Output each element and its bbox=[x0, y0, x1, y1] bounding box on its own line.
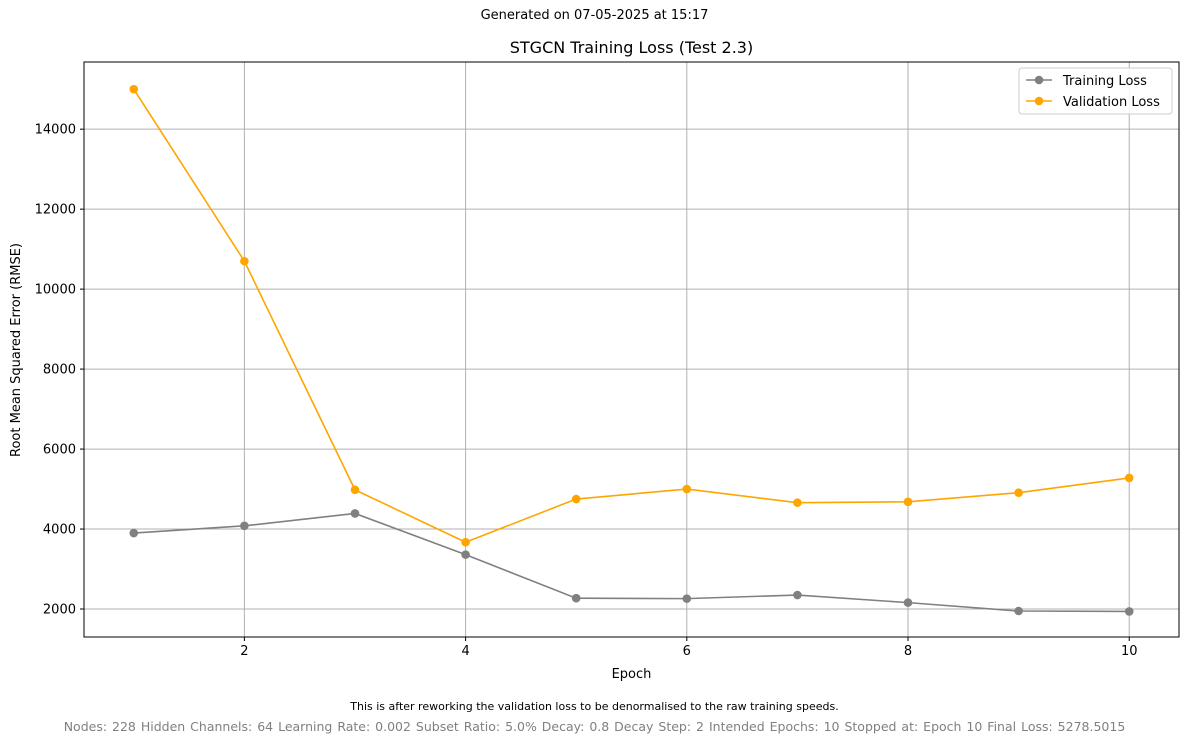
validation-loss-point bbox=[240, 256, 249, 266]
training-loss-point bbox=[682, 594, 692, 603]
training-loss-point bbox=[571, 593, 581, 603]
legend-training-loss-marker bbox=[1034, 75, 1044, 85]
legend: Training Loss Validation Loss bbox=[1018, 67, 1173, 115]
x-tick-label: 4 bbox=[461, 644, 469, 659]
training-loss-point bbox=[461, 550, 470, 559]
x-tick-label: 10 bbox=[1121, 644, 1138, 659]
validation-loss-line bbox=[133, 88, 1130, 544]
y-tick-label: 2000 bbox=[43, 603, 76, 618]
validation-loss-point bbox=[129, 84, 139, 94]
validation-loss-point bbox=[903, 497, 913, 507]
run-parameters: Nodes: 228 Hidden Channels: 64 Learning … bbox=[63, 719, 1126, 734]
training-loss-point bbox=[350, 509, 360, 518]
y-tick-label: 8000 bbox=[43, 363, 76, 378]
y-tick-label: 4000 bbox=[43, 523, 76, 538]
validation-loss-point bbox=[571, 494, 581, 504]
validation-loss-point bbox=[793, 498, 802, 507]
plot-frame bbox=[83, 61, 1180, 638]
legend-training-loss-label: Training Loss bbox=[1062, 74, 1147, 89]
chart-title: STGCN Training Loss (Test 2.3) bbox=[510, 38, 753, 57]
validation-loss-point bbox=[1124, 473, 1134, 483]
training-loss-point bbox=[903, 598, 913, 607]
training-loss-point bbox=[240, 521, 249, 531]
y-tick-label: 10000 bbox=[35, 283, 76, 298]
y-tick-label: 6000 bbox=[43, 443, 76, 458]
footnote: This is after reworking the validation l… bbox=[350, 700, 839, 713]
series-layer bbox=[129, 84, 1134, 616]
training-loss-point bbox=[1014, 606, 1023, 616]
training-loss-point bbox=[129, 528, 139, 538]
validation-loss-point bbox=[682, 484, 692, 494]
validation-loss-point bbox=[461, 537, 470, 547]
x-tick-label: 8 bbox=[904, 644, 912, 659]
training-loss-line bbox=[133, 512, 1130, 613]
legend-validation-loss-marker bbox=[1034, 96, 1044, 106]
x-tick-label: 6 bbox=[683, 644, 691, 659]
training-loss-point bbox=[1124, 607, 1134, 616]
grid bbox=[84, 62, 1179, 637]
axis-ticks: 2 4 6 8 10 2000 4000 6000 8000 10000 12000 14000 bbox=[35, 123, 1138, 659]
validation-loss-point bbox=[1014, 488, 1023, 497]
legend-validation-loss-label: Validation Loss bbox=[1063, 95, 1160, 110]
x-axis-label: Epoch bbox=[612, 667, 652, 682]
legend-box bbox=[1018, 67, 1173, 115]
y-tick-label: 12000 bbox=[35, 203, 76, 218]
y-axis-label: Root Mean Squared Error (RMSE) bbox=[9, 243, 24, 457]
loss-chart: STGCN Training Loss (Test 2.3) 2 4 6 8 10 200… bbox=[9, 38, 1180, 682]
training-loss-point bbox=[793, 590, 802, 600]
generated-timestamp: Generated on 07-05-2025 at 15:17 bbox=[480, 8, 709, 23]
x-tick-label: 2 bbox=[240, 644, 248, 659]
validation-loss-point bbox=[350, 485, 360, 495]
y-tick-label: 14000 bbox=[35, 123, 76, 138]
